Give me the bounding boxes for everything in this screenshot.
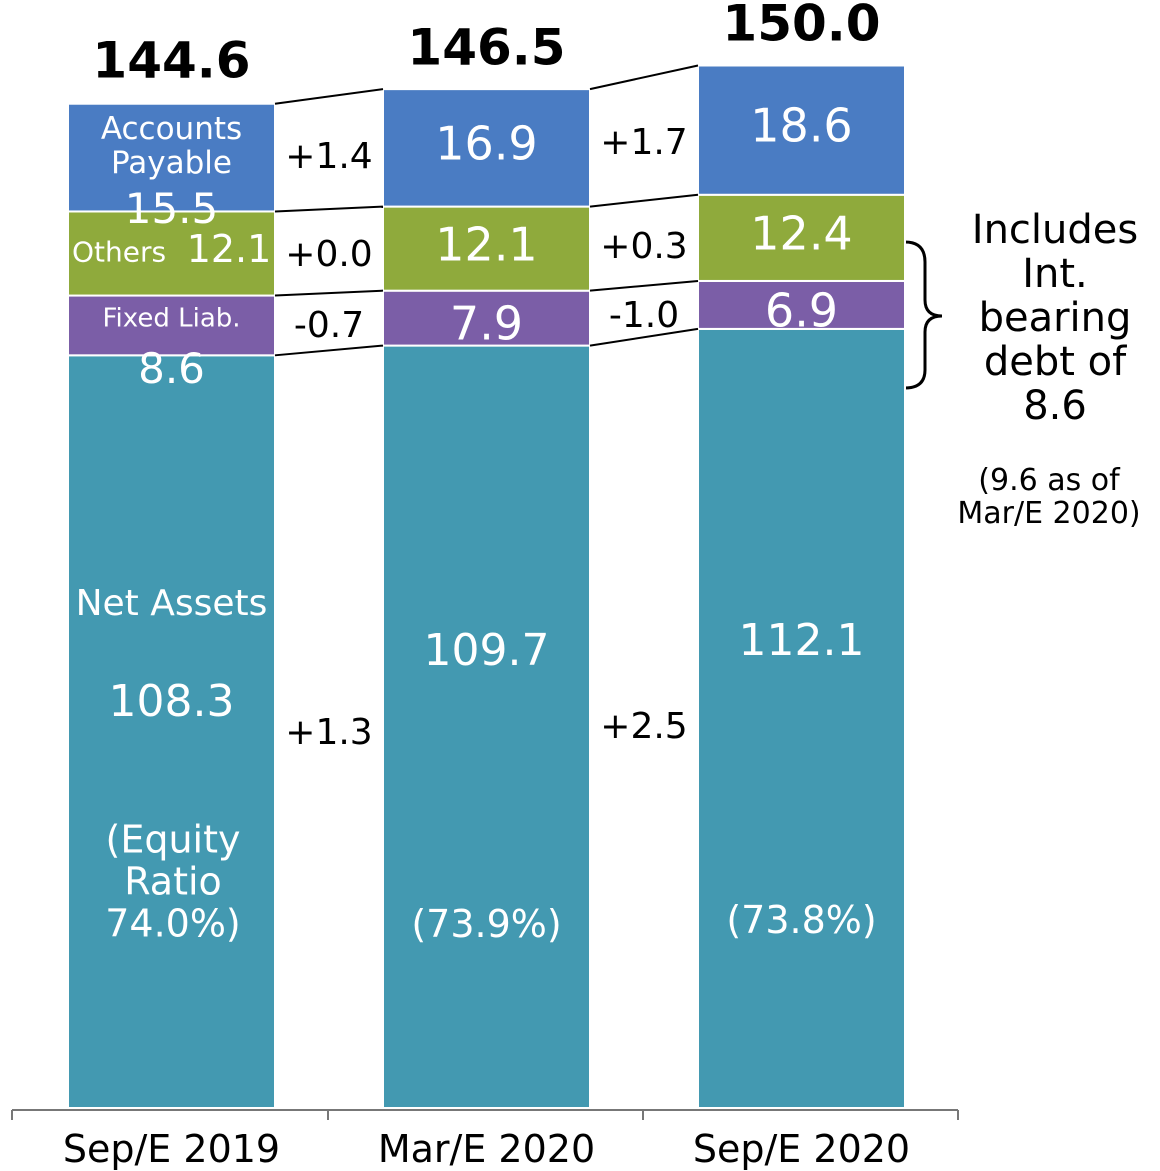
bar-segment xyxy=(382,344,591,1109)
value-label: 12.1 xyxy=(435,217,538,272)
series-name: Others xyxy=(71,236,167,270)
change-label: +1.3 xyxy=(285,712,373,754)
series-name: Net Assets xyxy=(75,582,268,624)
connector xyxy=(274,88,384,105)
equity-ratio: (73.8%) xyxy=(726,898,877,943)
value-label: 8.6 xyxy=(138,344,205,394)
x-tick-label: Mar/E 2020 xyxy=(377,1127,596,1171)
connector xyxy=(589,64,699,91)
change-label: +0.3 xyxy=(600,226,688,268)
series-name: Fixed Liab. xyxy=(102,304,241,335)
brace xyxy=(904,240,943,390)
x-tick-label: Sep/E 2019 xyxy=(62,1127,281,1171)
value-label: 6.9 xyxy=(764,283,839,338)
value-label: 7.9 xyxy=(449,296,524,351)
value-label: 112.1 xyxy=(738,614,865,666)
connector xyxy=(274,344,384,357)
bar-segment xyxy=(697,279,906,330)
connector xyxy=(589,327,699,347)
total-label: 146.5 xyxy=(407,18,566,77)
bar-segment xyxy=(697,193,906,282)
total-label: 144.6 xyxy=(92,31,251,90)
bar-segment xyxy=(67,294,276,357)
equity-ratio: (73.9%) xyxy=(411,902,562,947)
series-name: Accounts Payable xyxy=(100,110,243,181)
bar-segment xyxy=(382,88,591,208)
value-label: 15.5 xyxy=(124,184,219,234)
value-label: 16.9 xyxy=(435,116,538,171)
bar-segment xyxy=(67,102,276,213)
change-label: +1.7 xyxy=(600,122,688,164)
connector xyxy=(589,279,699,292)
annotation-note: (9.6 as of Mar/E 2020) xyxy=(957,463,1141,531)
connector xyxy=(274,289,384,297)
connector xyxy=(274,205,384,213)
total-label: 150.0 xyxy=(722,0,881,52)
bar-segment xyxy=(697,64,906,196)
change-label: -0.7 xyxy=(293,304,365,346)
bar-segment xyxy=(67,354,276,1109)
value-label: 12.4 xyxy=(750,206,853,261)
change-label: +2.5 xyxy=(600,705,688,747)
value-label: 109.7 xyxy=(423,624,550,676)
value-label: 108.3 xyxy=(108,675,235,727)
annotation: Includes Int. bearing debt of 8.6 xyxy=(971,207,1139,429)
change-label: -1.0 xyxy=(608,294,680,336)
bar-segment xyxy=(67,210,276,297)
x-tick-label: Sep/E 2020 xyxy=(692,1127,911,1171)
change-label: +1.4 xyxy=(285,135,373,177)
bar-segment xyxy=(382,289,591,347)
change-label: +0.0 xyxy=(285,234,373,276)
value-label: 12.1 xyxy=(186,227,272,272)
bar-segment xyxy=(382,205,591,292)
value-label: 18.6 xyxy=(750,98,853,153)
equity-ratio: (Equity Ratio 74.0%) xyxy=(105,817,241,946)
bar-segment xyxy=(697,327,906,1109)
connector xyxy=(589,193,699,208)
